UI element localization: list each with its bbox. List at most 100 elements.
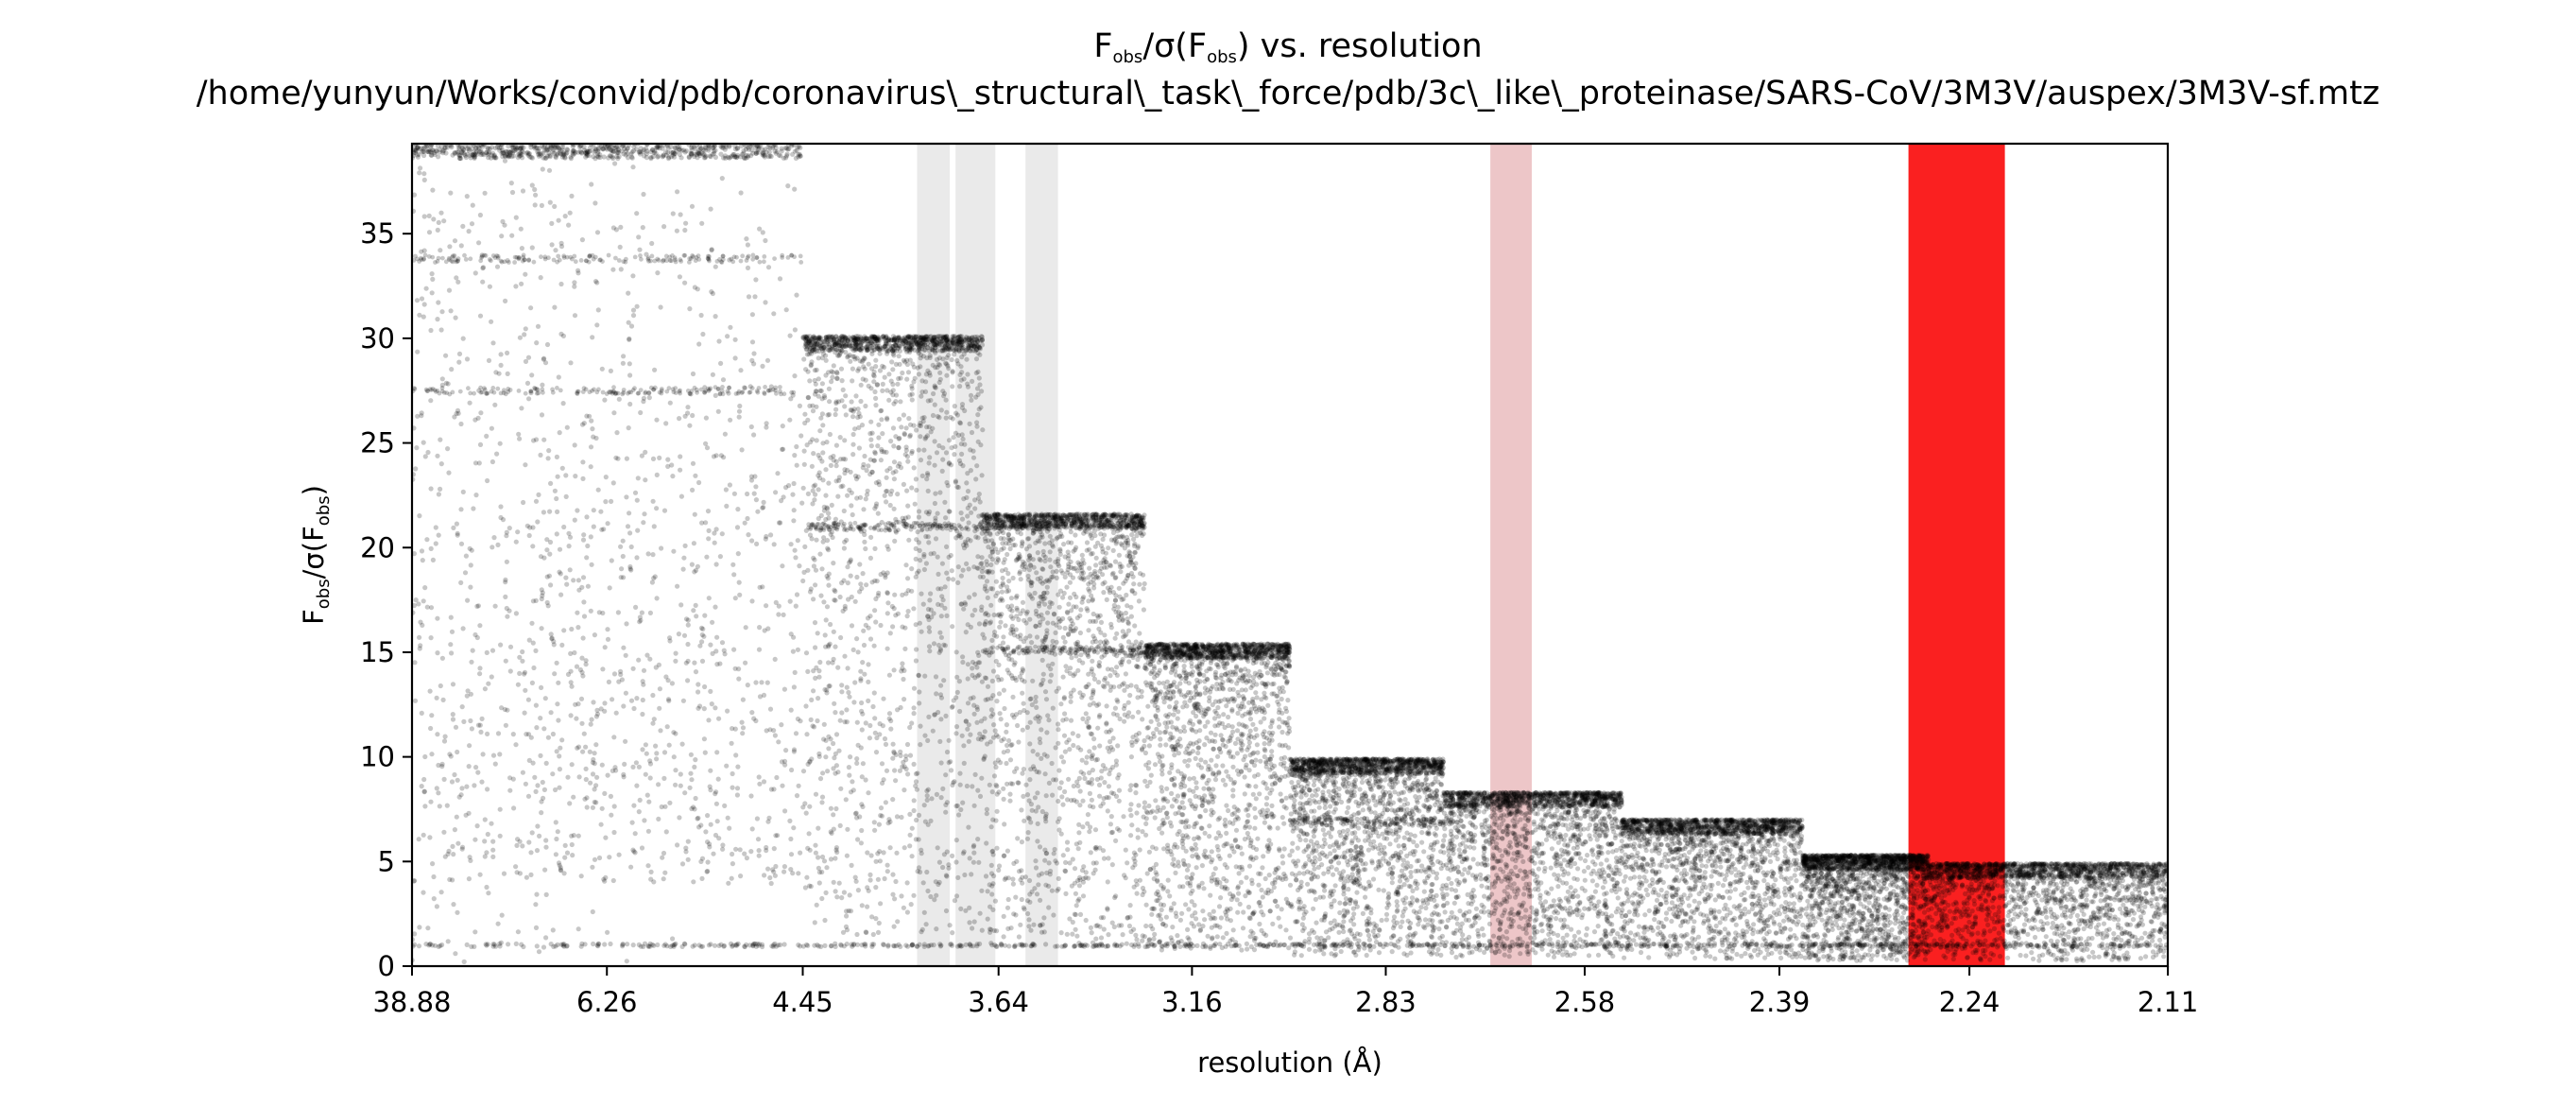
scatter-point-88 — [634, 303, 640, 309]
scatter-point-405 — [412, 551, 417, 557]
scatter-point-1418 — [459, 148, 465, 154]
scatter-point-664 — [537, 833, 542, 839]
scatter-point-1272 — [491, 535, 497, 541]
scatter-point-105 — [773, 863, 779, 870]
scatter-point-3283 — [943, 360, 949, 366]
scatter-point-4659 — [994, 845, 1000, 851]
scatter-point-2236 — [833, 411, 838, 418]
scatter-point-2437 — [833, 644, 838, 649]
scatter-point-1963 — [518, 146, 524, 151]
scatter-point-2455 — [890, 367, 896, 372]
scatter-point-3530 — [810, 437, 816, 442]
scatter-point-2855 — [836, 475, 842, 480]
scatter-point-1102 — [566, 544, 572, 549]
scatter-point-4125 — [827, 348, 833, 354]
scatter-point-905 — [592, 856, 598, 862]
scatter-point-4418 — [1099, 769, 1105, 774]
scatter-point-1875 — [786, 146, 792, 151]
scatter-point-778 — [678, 783, 683, 788]
scatter-point-1263 — [463, 812, 469, 818]
scatter-point-2614 — [946, 737, 952, 743]
scatter-point-620 — [580, 673, 586, 679]
scatter-point-1832 — [592, 156, 598, 162]
scatter-point-3170 — [833, 732, 840, 737]
scatter-point-392 — [503, 298, 508, 303]
scatter-point-27 — [731, 647, 737, 652]
scatter-point-1099 — [775, 471, 781, 476]
scatter-point-3027 — [931, 390, 936, 397]
scatter-point-289 — [567, 567, 573, 573]
scatter-point-853 — [640, 225, 645, 231]
scatter-point-2212 — [937, 738, 943, 745]
scatter-point-4813 — [1126, 923, 1132, 929]
scatter-point-2198 — [902, 646, 908, 652]
scatter-point-4148 — [891, 346, 898, 353]
scatter-point-564 — [427, 688, 433, 694]
scatter-point-1029 — [649, 240, 655, 247]
scatter-point-648 — [515, 837, 521, 842]
scatter-point-1127 — [652, 385, 658, 390]
scatter-point-93 — [455, 410, 461, 416]
scatter-point-4956 — [1016, 616, 1022, 623]
scatter-point-1057 — [417, 646, 422, 651]
scatter-point-431 — [792, 453, 798, 458]
scatter-point-839 — [492, 402, 498, 407]
scatter-point-2652 — [850, 441, 856, 447]
scatter-point-479 — [754, 541, 760, 547]
scatter-point-344 — [595, 307, 601, 313]
scatter-point-860 — [424, 604, 430, 610]
scatter-point-3306 — [845, 826, 850, 832]
scatter-point-2188 — [869, 914, 875, 920]
scatter-point-2286 — [850, 452, 856, 458]
scatter-point-1437 — [543, 147, 549, 152]
scatter-point-1031 — [545, 735, 552, 740]
scatter-point-2910 — [943, 397, 949, 403]
scatter-point-3072 — [935, 845, 940, 851]
scatter-point-1410 — [421, 148, 426, 154]
scatter-point-4766 — [1126, 562, 1132, 568]
scatter-point-3192 — [979, 607, 985, 614]
scatter-point-1833 — [644, 146, 649, 151]
scatter-point-3572 — [972, 675, 978, 681]
scatter-point-2173 — [871, 690, 877, 696]
scatter-point-221 — [520, 658, 525, 664]
scatter-point-3189 — [975, 369, 981, 374]
scatter-point-4477 — [1112, 705, 1118, 711]
scatter-point-2666 — [924, 793, 930, 799]
scatter-point-4771 — [1101, 926, 1107, 932]
scatter-point-13 — [442, 734, 448, 739]
scatter-point-1162 — [685, 622, 691, 628]
scatter-point-78 — [621, 575, 627, 580]
scatter-point-1299 — [594, 280, 600, 285]
scatter-point-767 — [439, 382, 445, 388]
scatter-point-204 — [630, 164, 636, 170]
scatter-point-4662 — [1121, 814, 1126, 820]
scatter-point-338 — [579, 720, 585, 726]
scatter-point-3050 — [903, 757, 909, 763]
scatter-point-382 — [791, 747, 798, 752]
scatter-point-2163 — [972, 607, 978, 614]
scatter-point-322 — [456, 351, 463, 356]
scatter-point-3297 — [810, 403, 816, 408]
scatter-point-3130 — [951, 780, 956, 786]
scatter-point-4133 — [968, 348, 973, 354]
scatter-point-166 — [768, 880, 774, 887]
scatter-point-1160 — [737, 403, 743, 409]
scatter-point-3557 — [859, 700, 865, 706]
scatter-point-1397 — [703, 145, 709, 151]
scatter-point-2899 — [939, 468, 945, 474]
scatter-point-3140 — [878, 805, 884, 811]
scatter-point-2935 — [950, 384, 955, 389]
scatter-point-1236 — [558, 592, 564, 597]
scatter-point-2128 — [962, 407, 968, 414]
scatter-point-1352 — [519, 148, 524, 154]
scatter-point-14 — [762, 873, 767, 878]
scatter-point-951 — [422, 804, 428, 809]
scatter-point-2753 — [958, 806, 964, 813]
scatter-point-1153 — [748, 474, 755, 479]
scatter-point-1403 — [491, 155, 497, 161]
scatter-point-4342 — [1036, 882, 1041, 888]
scatter-point-2479 — [926, 714, 932, 720]
scatter-point-184 — [699, 639, 705, 645]
scatter-point-2607 — [820, 450, 826, 456]
